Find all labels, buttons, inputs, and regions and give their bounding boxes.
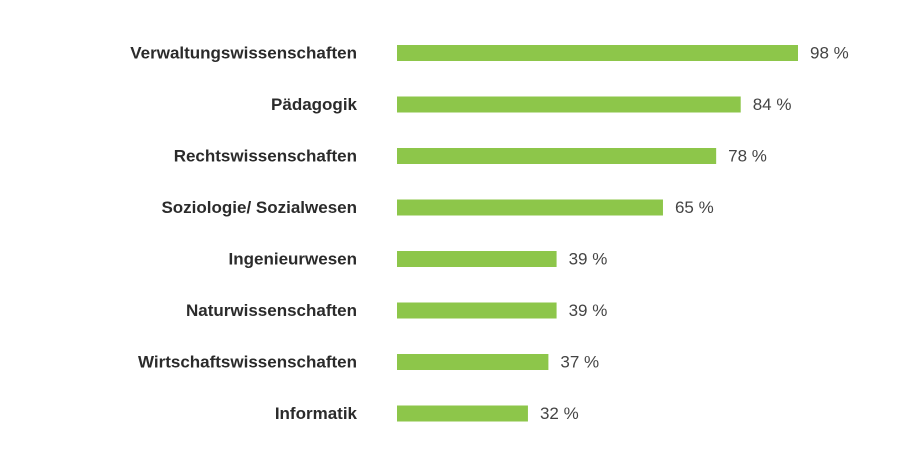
value-label: 39 % — [569, 301, 608, 320]
value-label: 98 % — [810, 43, 849, 62]
bar — [397, 199, 663, 216]
category-label: Wirtschaftswissenschaften — [138, 352, 357, 371]
value-label: 39 % — [569, 249, 608, 268]
bar — [397, 96, 741, 113]
bar — [397, 148, 717, 164]
value-label: 84 % — [753, 95, 792, 114]
bar — [397, 45, 798, 61]
value-label: 37 % — [560, 352, 599, 371]
bar — [397, 354, 549, 370]
bar — [397, 405, 528, 422]
value-label: 32 % — [540, 404, 579, 423]
category-label: Rechtswissenschaften — [174, 146, 357, 165]
category-label: Verwaltungswissenschaften — [130, 43, 357, 62]
bar — [397, 302, 557, 319]
value-label: 65 % — [675, 198, 714, 217]
bar — [397, 251, 557, 267]
category-label: Pädagogik — [271, 95, 358, 114]
category-label: Ingenieurwesen — [229, 249, 357, 268]
category-label: Informatik — [275, 404, 358, 423]
category-label: Naturwissenschaften — [186, 301, 357, 320]
category-label: Soziologie/ Sozialwesen — [161, 198, 357, 217]
value-label: 78 % — [728, 146, 767, 165]
